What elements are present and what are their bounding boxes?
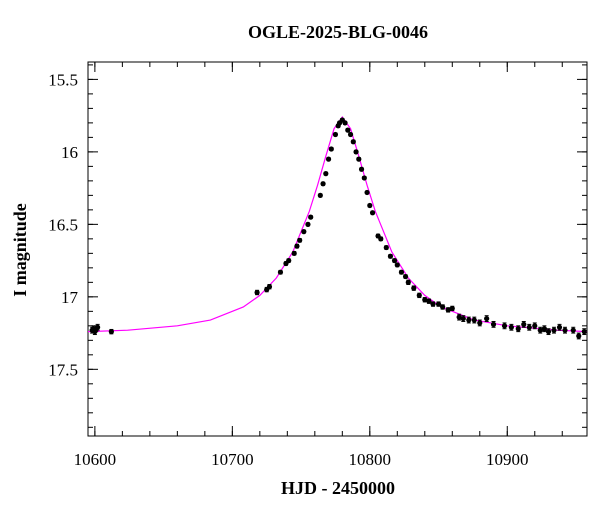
data-point [490, 321, 497, 327]
data-point [471, 317, 477, 323]
data-point [430, 301, 436, 307]
data-point [325, 156, 332, 162]
data-point [358, 166, 365, 172]
data-point [398, 269, 405, 275]
data-point [556, 324, 563, 330]
data-point [422, 297, 428, 303]
data-point [477, 320, 483, 326]
data-point [332, 131, 339, 138]
data-point [435, 301, 442, 307]
data-point [449, 305, 455, 312]
data-point [378, 236, 384, 242]
data-point [328, 146, 334, 152]
data-point [576, 333, 582, 339]
y-tick-label: 17 [61, 288, 79, 307]
data-point [562, 327, 568, 333]
y-tick-label: 17.5 [48, 360, 78, 379]
data-point [383, 244, 389, 251]
x-tick-label: 10600 [74, 450, 117, 469]
data-point [350, 139, 356, 145]
data-point [266, 284, 273, 290]
data-point [277, 269, 284, 275]
data-point [301, 229, 307, 235]
data-point [387, 253, 394, 259]
data-point [416, 292, 422, 298]
data-point [297, 237, 303, 243]
data-point [526, 324, 532, 330]
data-point [551, 327, 557, 333]
data-point [291, 250, 297, 256]
data-point [541, 326, 547, 332]
data-point [347, 131, 354, 138]
data-point [545, 329, 552, 335]
data-point [532, 323, 538, 329]
data-point [95, 324, 101, 330]
data-point [308, 214, 314, 220]
data-point [367, 202, 373, 209]
data-point [426, 298, 432, 304]
data-point [254, 289, 260, 296]
data-point [460, 315, 466, 322]
data-point [361, 175, 367, 181]
data-point [484, 315, 490, 322]
y-tick-label: 15.5 [48, 70, 78, 89]
data-point [305, 221, 311, 227]
x-tick-label: 10700 [211, 450, 254, 469]
data-point [440, 304, 446, 310]
chart-title: OGLE-2025-BLG-0046 [248, 22, 428, 42]
x-axis-label: HJD - 2450000 [281, 478, 395, 498]
x-tick-label: 10900 [486, 450, 529, 469]
data-point [356, 156, 362, 162]
data-point [369, 210, 376, 216]
data-point [317, 192, 323, 198]
data-point [320, 181, 326, 187]
data-point [353, 149, 359, 155]
data-point [466, 317, 472, 323]
data-point [521, 321, 527, 327]
plot-frame [87, 61, 588, 437]
data-point [402, 273, 409, 280]
data-point [108, 329, 114, 335]
data-point [342, 120, 348, 126]
y-tick-label: 16.5 [48, 215, 78, 234]
data-point [581, 329, 587, 335]
data-point [286, 257, 292, 264]
x-tick-label: 10800 [349, 450, 392, 469]
data-point [391, 257, 398, 264]
data-point [405, 279, 411, 285]
data-point [515, 326, 521, 332]
data-point [364, 189, 370, 196]
data-point [445, 307, 451, 313]
data-point [411, 285, 417, 291]
y-axis-label: I magnitude [10, 203, 30, 297]
data-point [537, 327, 543, 333]
data-point [456, 314, 462, 320]
data-point [394, 262, 400, 268]
data-point [501, 323, 508, 329]
data-point [508, 324, 514, 330]
data-point [570, 327, 576, 333]
data-point [294, 243, 300, 249]
data-point [345, 127, 351, 133]
y-tick-label: 16 [61, 143, 78, 162]
data-point [323, 171, 329, 177]
